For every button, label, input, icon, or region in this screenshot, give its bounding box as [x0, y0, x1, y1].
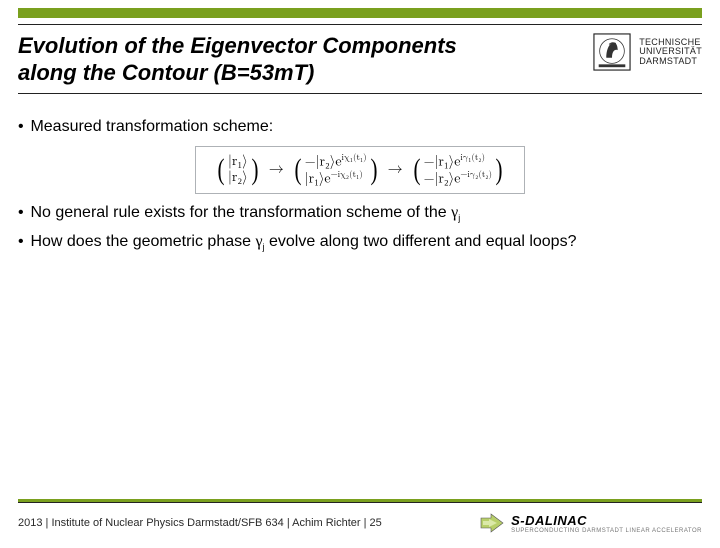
eq-column-3: ( −|r₁⟩eiγ₁(t₂) −|r₂⟩e−iγ₂(t₂) ) — [412, 153, 504, 187]
footer-logo-text: S-DALINAC SUPERCONDUCTING DARMSTADT LINE… — [511, 513, 702, 534]
bullet-2-text: No general rule exists for the transform… — [30, 204, 451, 221]
footer-text: 2013 | Institute of Nuclear Physics Darm… — [18, 517, 382, 529]
eq-c2r2-exp: −iχ₂(t₁) — [331, 170, 363, 179]
eq-c3r1-exp: iγ₁(t₂) — [460, 153, 485, 162]
footer-logo-main: S-DALINAC — [511, 513, 702, 528]
university-line-3: DARMSTADT — [639, 57, 702, 66]
title-row: Evolution of the Eigenvector Components … — [18, 25, 702, 93]
page-title: Evolution of the Eigenvector Components … — [18, 33, 583, 87]
header-block: Evolution of the Eigenvector Components … — [18, 24, 702, 94]
title-line-2: along the Contour (B=53mT) — [18, 60, 314, 85]
eq-c3r1: −|r₁⟩e — [424, 154, 461, 168]
sdalinac-icon — [479, 512, 505, 534]
gamma-sub-1: j — [458, 213, 460, 223]
bullet-2: • No general rule exists for the transfo… — [18, 204, 702, 223]
footer-row: 2013 | Institute of Nuclear Physics Darm… — [0, 512, 720, 534]
arrow-2: → — [384, 161, 407, 176]
arrow-1: → — [265, 161, 288, 176]
footer-rule — [18, 499, 702, 502]
university-name: TECHNISCHE UNIVERSITÄT DARMSTADT — [639, 38, 702, 66]
gamma-symbol-2: γ — [255, 233, 262, 250]
footer-logo-sub: SUPERCONDUCTING DARMSTADT LINEAR ACCELER… — [511, 528, 702, 534]
accent-bar-top — [18, 8, 702, 18]
bullet-3-text-post: evolve along two different and equal loo… — [265, 233, 577, 250]
eq-column-1: ( |r₁⟩ |r₂⟩ ) — [216, 154, 260, 185]
body-content: • Measured transformation scheme: ( |r₁⟩… — [0, 94, 720, 252]
eq-c1r1: |r₁⟩ — [226, 154, 250, 169]
eq-c2r2: |r₁⟩e — [305, 171, 331, 185]
eq-c2r1: −|r₂⟩e — [305, 154, 342, 168]
bullet-1-text: Measured transformation scheme: — [30, 118, 273, 135]
athena-seal-icon — [593, 33, 631, 71]
eq-c3r2-exp: −iγ₂(t₂) — [460, 170, 492, 179]
bullet-3: • How does the geometric phase γj evolve… — [18, 233, 702, 252]
bullet-3-text-pre: How does the geometric phase — [30, 233, 255, 250]
title-line-1: Evolution of the Eigenvector Components — [18, 33, 457, 58]
eq-c2r1-exp: iχ₁(t₁) — [342, 153, 367, 162]
slide-root: Evolution of the Eigenvector Components … — [0, 8, 720, 548]
eq-c3r2: −|r₂⟩e — [424, 171, 461, 185]
bullet-1: • Measured transformation scheme: — [18, 118, 702, 136]
eq-c1r2: |r₂⟩ — [226, 170, 250, 185]
eq-column-2: ( −|r₂⟩eiχ₁(t₁) |r₁⟩e−iχ₂(t₁) ) — [293, 153, 379, 187]
equation-box: ( |r₁⟩ |r₂⟩ ) → ( −|r₂⟩eiχ₁(t₁) |r₁⟩e−iχ… — [195, 146, 525, 194]
university-logo: TECHNISCHE UNIVERSITÄT DARMSTADT — [593, 33, 702, 71]
footer-logo: S-DALINAC SUPERCONDUCTING DARMSTADT LINE… — [479, 512, 702, 534]
